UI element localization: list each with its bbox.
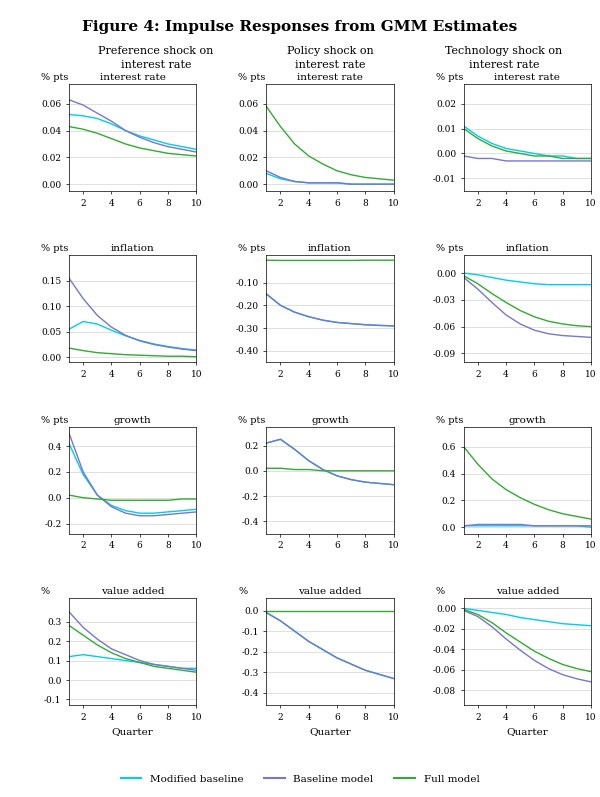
Text: interest rate: interest rate [469, 60, 539, 70]
Text: % pts: % pts [238, 244, 266, 253]
Title: interest rate: interest rate [494, 73, 560, 81]
Text: % pts: % pts [436, 73, 463, 81]
Text: Preference shock on: Preference shock on [98, 45, 214, 56]
Title: value added: value added [496, 587, 559, 596]
Title: value added: value added [298, 587, 362, 596]
Title: interest rate: interest rate [297, 73, 363, 81]
Title: inflation: inflation [111, 244, 155, 253]
X-axis label: Quarter: Quarter [112, 728, 154, 736]
Text: % pts: % pts [238, 73, 266, 81]
Legend: Modified baseline, Baseline model, Full model: Modified baseline, Baseline model, Full … [116, 770, 484, 787]
Text: interest rate: interest rate [295, 60, 365, 70]
Title: value added: value added [101, 587, 164, 596]
Text: %: % [436, 587, 445, 596]
Text: interest rate: interest rate [121, 60, 191, 70]
Text: % pts: % pts [436, 244, 463, 253]
Text: Technology shock on: Technology shock on [445, 45, 563, 56]
Text: % pts: % pts [41, 415, 68, 425]
Title: interest rate: interest rate [100, 73, 166, 81]
Text: Figure 4: Impulse Responses from GMM Estimates: Figure 4: Impulse Responses from GMM Est… [82, 20, 518, 34]
Text: % pts: % pts [41, 73, 68, 81]
Title: inflation: inflation [308, 244, 352, 253]
Text: Policy shock on: Policy shock on [287, 45, 373, 56]
X-axis label: Quarter: Quarter [309, 728, 351, 736]
Text: % pts: % pts [41, 244, 68, 253]
Text: %: % [41, 587, 50, 596]
X-axis label: Quarter: Quarter [506, 728, 548, 736]
Text: % pts: % pts [436, 415, 463, 425]
Title: growth: growth [311, 415, 349, 425]
Title: growth: growth [114, 415, 152, 425]
Text: %: % [238, 587, 247, 596]
Text: % pts: % pts [238, 415, 266, 425]
Title: growth: growth [508, 415, 546, 425]
Title: inflation: inflation [505, 244, 549, 253]
